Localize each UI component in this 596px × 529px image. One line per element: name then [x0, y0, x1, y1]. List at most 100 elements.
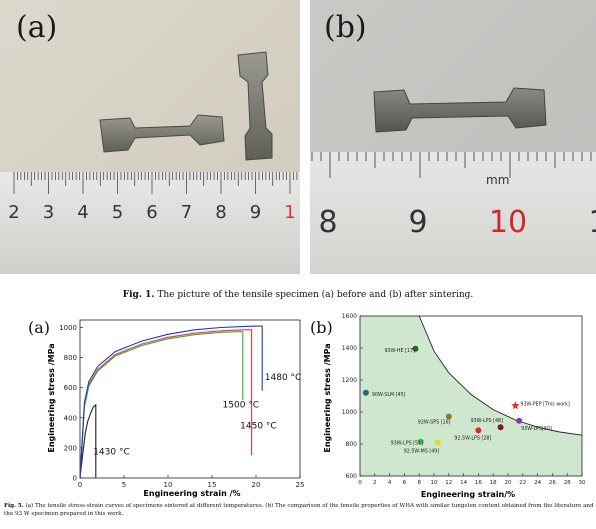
- chart-b-data-point: [417, 438, 424, 445]
- figure5-caption: Fig. 5. (a) The tensile stress-strain cu…: [4, 502, 594, 518]
- ruler-a-number: 8: [215, 202, 226, 223]
- chart-a-x-tick-label: 20: [252, 481, 261, 489]
- chart-b-point-label: 93W-LPS[50]: [521, 426, 552, 432]
- chart-b-x-tick-label: 28: [564, 480, 571, 486]
- chart-a-series-line: [79, 331, 244, 479]
- chart-b-point-label: 92.5W-MS [49]: [404, 448, 440, 454]
- chart-a-x-tick-label: 25: [296, 481, 305, 489]
- ruler-b-number: 9: [408, 205, 427, 240]
- specimen-before-vertical: [237, 51, 273, 161]
- chart-b-plot-frame: [359, 315, 583, 477]
- chart-a-y-tick-label: 200: [64, 444, 77, 452]
- ruler-a-number: 1: [284, 202, 295, 223]
- ruler-a-number: 3: [43, 202, 54, 223]
- chart-a-x-tick-label: 0: [78, 481, 82, 489]
- chart-a-y-axis-label: Engineering stress /MPa: [47, 343, 56, 452]
- chart-b-x-tick-label: 24: [534, 480, 541, 486]
- chart-b-x-tick-label: 22: [519, 480, 526, 486]
- ruler-b-ticks: [311, 152, 592, 178]
- figure1-caption-label: Fig. 1.: [122, 290, 155, 300]
- chart-b-x-tick-label: 8: [417, 480, 421, 486]
- chart-b-panel-label: (b): [310, 318, 333, 337]
- chart-b-point-label: 93W-HE [17]: [385, 348, 416, 354]
- chart-a-plot-frame: [79, 319, 301, 479]
- figure1-caption: Fig. 1. The picture of the tensile speci…: [0, 290, 596, 300]
- chart-a-series-line: [79, 403, 97, 479]
- chart-b-x-tick-label: 0: [358, 480, 362, 486]
- chart-a-x-axis-label: Engineering strain /%: [143, 489, 240, 498]
- chart-b-x-tick-label: 16: [475, 480, 482, 486]
- chart-b-y-tick-label: 1200: [342, 377, 357, 384]
- chart-b-point-label: 90W-SLM [45]: [372, 392, 406, 398]
- chart-b-y-tick-label: 1400: [342, 345, 357, 352]
- chart-b-point-label: 93W-PEP [This work]: [520, 402, 570, 408]
- property-comparison-chart: 0 2 4 6 8 10 12 14 16 18 20 22 24 26 28 306008001000120…: [323, 313, 586, 499]
- figure5-caption-label: Fig. 5.: [4, 503, 24, 509]
- chart-b-x-tick-label: 12: [445, 480, 452, 486]
- chart-b-data-point: [516, 417, 523, 424]
- chart-b-x-tick-label: 4: [388, 480, 392, 486]
- photo-a-panel-label: (a): [16, 10, 58, 45]
- chart-a-temperature-label: 1430 °C: [93, 448, 130, 458]
- chart-b-data-point: [445, 413, 452, 420]
- ruler-b-unit: mm: [486, 173, 509, 187]
- chart-a-y-tick-label: 800: [64, 354, 77, 362]
- chart-b-shaded-region: [360, 316, 582, 476]
- chart-a-y-tick-label: 0: [73, 475, 77, 483]
- chart-a-series-line: [79, 325, 263, 479]
- ruler-b-numbers: 8 9 10 1: [318, 205, 596, 240]
- figure1-caption-text: The picture of the tensile specimen (a) …: [157, 290, 474, 300]
- chart-b-point-label: 93W-LPS [48]: [471, 418, 503, 424]
- chart-b-y-tick-label: 600: [346, 473, 358, 480]
- chart-a-x-tick-label: 5: [122, 481, 126, 489]
- chart-b-x-axis-label: Engineering strain/%: [421, 490, 515, 499]
- chart-b-data-point: [434, 439, 441, 446]
- ruler-b-number: 8: [318, 205, 337, 240]
- chart-b-y-tick-label: 800: [346, 441, 358, 448]
- ruler-a-number: 5: [112, 202, 123, 223]
- chart-b-x-tick-label: 14: [460, 480, 467, 486]
- ruler-b-number: 10: [489, 205, 527, 240]
- photo-b-scene: 8 9 10 1 mm: [310, 0, 596, 274]
- ruler-a-number: 2: [8, 202, 19, 223]
- ruler-a: [0, 172, 300, 274]
- chart-b-x-tick-label: 20: [505, 480, 512, 486]
- chart-b-x-tick-label: 18: [490, 480, 497, 486]
- figure5-caption-text: (a) The tensile stress-strain curves of …: [4, 503, 594, 517]
- chart-a-x-tick-label: 10: [164, 481, 173, 489]
- chart-b-point-label: 92W-SPS [16]: [418, 419, 451, 425]
- chart-b-data-point: [475, 427, 482, 434]
- chart-b-x-tick-label: 30: [579, 480, 586, 486]
- photo-a-scene: 2 3 4 5 6 7 8 9 1: [0, 0, 300, 274]
- specimen-after-sintering: [373, 87, 547, 133]
- chart-b-data-point: [362, 389, 369, 396]
- ruler-a-number: 9: [250, 202, 261, 223]
- chart-a-y-tick-label: 600: [64, 384, 77, 392]
- chart-b-y-tick-label: 1000: [342, 409, 357, 416]
- chart-b-y-axis-label: Engineering stress /MPa: [323, 343, 332, 452]
- ruler-a-number: 4: [77, 202, 88, 223]
- ruler-a-ticks: [13, 172, 298, 194]
- chart-b-y-tick-label: 1600: [342, 313, 357, 320]
- chart-b-data-point: [497, 424, 504, 431]
- chart-b-x-tick-label: 10: [431, 480, 438, 486]
- photo-panel-b: 8 9 10 1 mm (b): [310, 0, 596, 274]
- chart-a-y-tick-label: 1000: [59, 324, 77, 332]
- chart-b-point-label: 92.5W-LPS [28]: [454, 435, 491, 441]
- chart-a-panel-label: (a): [28, 318, 51, 337]
- stress-strain-chart: 0 5 10 15 20 25 0 200 400 600 800 1000 1480 °C 1500 …: [47, 319, 305, 498]
- chart-a-temperature-label: 1500 °C: [223, 400, 260, 410]
- chart-b-data-point: [412, 345, 419, 352]
- chart-b-boundary-curve: [418, 315, 583, 436]
- ruler-a-number: 6: [146, 202, 157, 223]
- ruler-a-number: 7: [181, 202, 192, 223]
- ruler-b: [310, 152, 596, 274]
- ruler-a-numbers: 2 3 4 5 6 7 8 9 1: [8, 202, 295, 223]
- chart-b-x-tick-label: 6: [403, 480, 407, 486]
- ruler-b-number: 1: [588, 205, 596, 240]
- photo-b-panel-label: (b): [324, 10, 367, 45]
- chart-b-data-point-star: [511, 401, 520, 410]
- chart-a-x-tick-label: 15: [208, 481, 217, 489]
- specimen-before-horizontal: [99, 114, 225, 153]
- chart-b-point-label: 93W-LPS [51]: [391, 441, 423, 447]
